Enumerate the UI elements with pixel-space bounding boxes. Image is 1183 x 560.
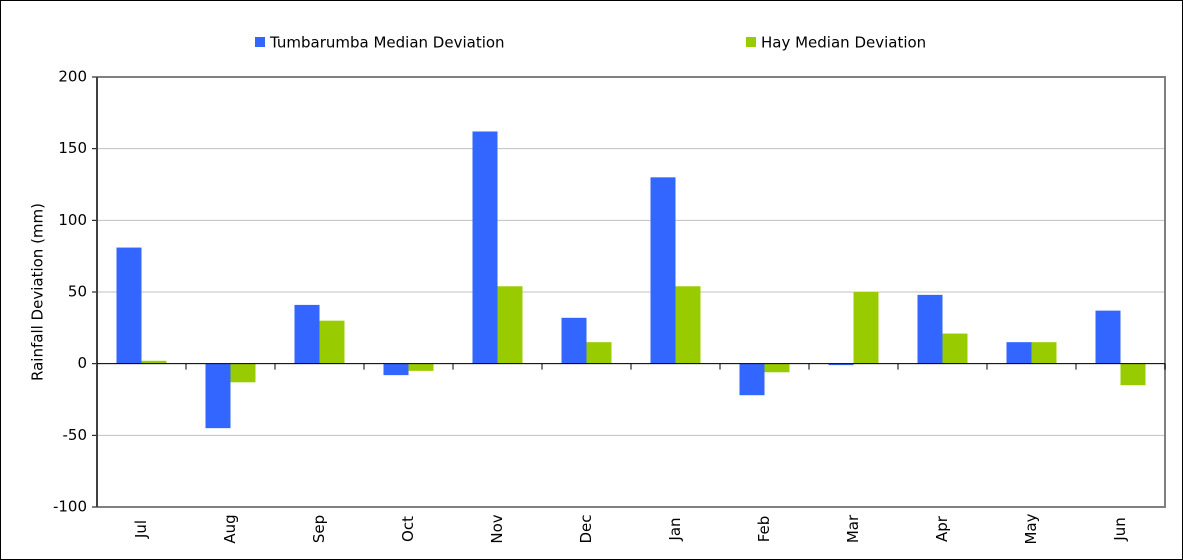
bar: [205, 363, 231, 429]
bar: [408, 363, 434, 371]
bar: [917, 294, 943, 364]
y-tick-label: -100: [53, 498, 87, 516]
x-tick-label: Nov: [488, 514, 506, 543]
legend-swatch: [746, 37, 756, 47]
x-tick-label: Apr: [933, 515, 951, 542]
y-tick-label: 0: [77, 354, 87, 372]
x-tick-label: Mar: [844, 514, 862, 543]
x-tick-label: Aug: [221, 514, 239, 543]
bar: [383, 363, 409, 376]
y-tick-label: 100: [58, 211, 87, 229]
bar: [942, 333, 968, 364]
bar: [1095, 310, 1121, 364]
bar: [294, 304, 320, 364]
y-tick-label: 200: [58, 68, 87, 86]
bar: [116, 247, 142, 364]
x-tick-label: May: [1022, 513, 1040, 544]
x-tick-label: Jun: [1111, 517, 1129, 541]
x-tick-label: Dec: [577, 514, 595, 543]
bar: [1031, 342, 1057, 364]
x-tick-label: Feb: [755, 516, 773, 543]
legend-label: Tumbarumba Median Deviation: [269, 34, 505, 52]
bar: [650, 177, 676, 364]
bar: [828, 363, 854, 366]
bar: [497, 286, 523, 364]
y-tick-label: 150: [58, 139, 87, 157]
x-tick-label: Jul: [132, 520, 150, 539]
bar: [319, 320, 345, 364]
legend-swatch: [255, 37, 265, 47]
bar: [230, 363, 256, 383]
x-tick-label: Oct: [399, 516, 417, 542]
bar: [1006, 342, 1032, 364]
x-tick-label: Sep: [310, 515, 328, 543]
bar: [675, 286, 701, 364]
y-tick-label: -50: [63, 426, 88, 444]
bar: [764, 363, 790, 373]
bar: [1120, 363, 1146, 386]
y-axis-label: Rainfall Deviation (mm): [29, 203, 47, 381]
legend-label: Hay Median Deviation: [761, 34, 926, 52]
x-tick-label: Jan: [666, 517, 684, 541]
bar: [141, 360, 167, 364]
bar: [739, 363, 765, 396]
y-tick-label: 50: [68, 283, 87, 301]
bar: [853, 292, 879, 364]
bar: [586, 342, 612, 364]
bar: [472, 131, 498, 364]
bar: [561, 317, 587, 364]
